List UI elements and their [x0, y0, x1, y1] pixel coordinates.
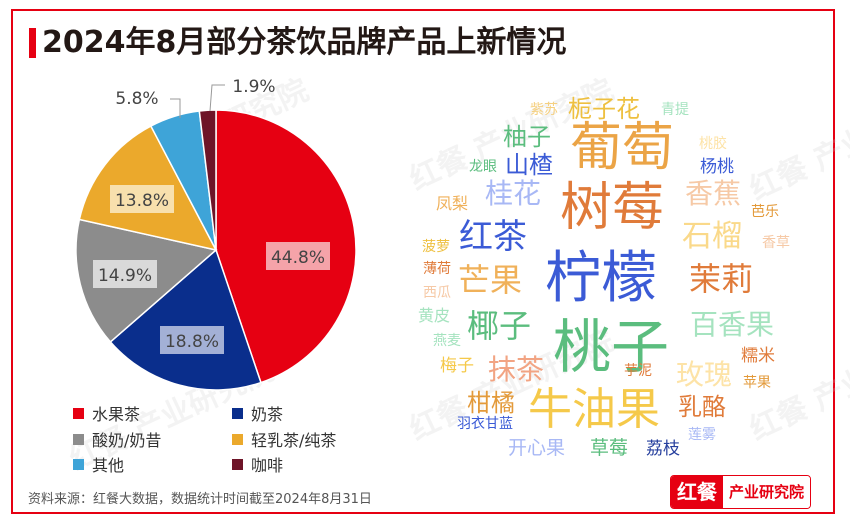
pie-slice-milk-tea [109, 248, 262, 391]
word: 山楂 [505, 151, 553, 179]
legend-label: 轻乳茶/纯茶 [251, 431, 337, 450]
legend-swatch-icon [73, 433, 84, 445]
word: 芋泥 [624, 363, 652, 379]
word: 柠檬 [545, 246, 657, 311]
legend-item-fruit-tea: 水果茶 [73, 401, 140, 425]
legend-label: 酸奶/奶昔 [92, 431, 162, 450]
label-box-fruit-tea [266, 242, 330, 270]
label-box-light-milk-tea [110, 185, 174, 213]
brand-logo: 红餐 产业研究院 [670, 475, 812, 509]
legend-label: 奶茶 [251, 405, 284, 424]
legend-swatch-icon [73, 458, 84, 470]
pie-label-light-milk-tea: 13.8% [115, 191, 169, 211]
word: 茉莉 [689, 260, 754, 298]
word: 桂花 [485, 177, 542, 210]
word: 燕麦 [433, 333, 461, 349]
legend-swatch-icon [73, 407, 84, 419]
legend-item-yogurt: 酸奶/奶昔 [73, 427, 161, 451]
legend-item-other: 其他 [73, 452, 124, 476]
word: 糯米 [741, 346, 775, 366]
word: 葡萄 [570, 118, 675, 178]
word: 羽衣甘蓝 [457, 416, 513, 432]
legend-swatch-icon [232, 458, 243, 470]
word: 杨桃 [700, 157, 734, 177]
word: 抹茶 [488, 353, 545, 386]
legend-label: 咖啡 [251, 456, 284, 475]
legend-item-milk-tea: 奶茶 [232, 401, 283, 425]
label-box-yogurt [93, 260, 157, 288]
word: 草莓 [590, 437, 629, 459]
word: 乳酪 [678, 393, 726, 421]
word: 凤梨 [436, 194, 469, 213]
pie-label-coffee: 1.9% [232, 77, 275, 97]
title-accent-bar [29, 28, 36, 58]
word: 香蕉 [685, 177, 742, 210]
logo-brand-name: 产业研究院 [723, 476, 811, 508]
word: 玫瑰 [676, 358, 733, 391]
word: 芭乐 [751, 204, 779, 220]
pie-label-milk-tea: 18.8% [165, 332, 219, 352]
word: 紫苏 [530, 102, 558, 118]
logo-brand-mark: 红餐 [671, 476, 723, 508]
page-title: 2024年8月部分茶饮品牌产品上新情况 [42, 25, 567, 60]
word: 石榴 [682, 219, 742, 254]
word: 百香果 [690, 308, 775, 341]
legend-label: 其他 [92, 456, 125, 475]
legend-item-coffee: 咖啡 [232, 452, 283, 476]
word: 桃胶 [699, 136, 727, 152]
word: 梅子 [440, 356, 474, 376]
word: 树莓 [560, 178, 665, 238]
word: 荔枝 [646, 439, 680, 459]
leader-line-other [170, 98, 181, 118]
word: 龙眼 [469, 159, 497, 175]
pie-label-other: 5.8% [115, 89, 158, 109]
word: 莲雾 [688, 427, 716, 443]
pie-chart: 44.8% 18.8% 14.9% 13.8% 5.8% 1.9% [75, 77, 357, 391]
word: 西瓜 [423, 285, 451, 301]
pie-label-yogurt: 14.9% [98, 266, 152, 286]
word: 青提 [661, 102, 689, 118]
word: 开心果 [508, 437, 566, 459]
word: 柚子 [503, 123, 551, 151]
legend-item-light-milk-tea: 轻乳茶/纯茶 [232, 427, 336, 451]
word: 桃子 [553, 313, 670, 381]
legend-swatch-icon [232, 433, 243, 445]
word: 栀子花 [568, 95, 640, 123]
label-box-milk-tea [160, 326, 224, 354]
word: 香草 [762, 235, 790, 251]
word: 黄皮 [418, 306, 451, 325]
word: 柑橘 [467, 389, 515, 417]
word: 菠萝 [422, 239, 450, 255]
word: 牛油果 [528, 384, 660, 435]
leader-line-coffee [209, 84, 225, 112]
word: 椰子 [467, 307, 532, 345]
pie-slice-coffee [198, 109, 217, 251]
source-note: 资料来源：红餐大数据，数据统计时间截至2024年8月31日 [28, 492, 372, 507]
legend-label: 水果茶 [92, 405, 141, 424]
word: 红茶 [459, 217, 527, 257]
word: 薄荷 [423, 261, 451, 277]
chart-frame [11, 9, 835, 514]
word: 苹果 [743, 375, 771, 391]
pie-label-fruit-tea: 44.8% [271, 248, 325, 268]
word: 芒果 [458, 261, 523, 299]
legend-swatch-icon [232, 407, 243, 419]
